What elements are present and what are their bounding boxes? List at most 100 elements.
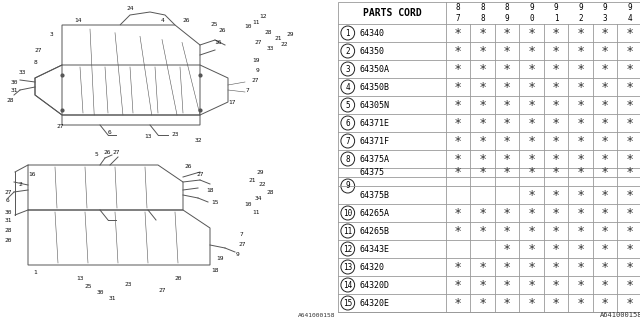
Text: *: * [602, 62, 608, 76]
Text: *: * [455, 44, 461, 58]
Text: 64350A: 64350A [360, 65, 390, 74]
Text: *: * [627, 44, 633, 58]
Text: *: * [553, 206, 559, 220]
Text: 24: 24 [126, 6, 134, 12]
Text: 8
8: 8 8 [480, 3, 485, 23]
Text: *: * [504, 153, 510, 165]
Text: 28: 28 [264, 29, 272, 35]
Text: *: * [504, 27, 510, 39]
Text: *: * [455, 62, 461, 76]
Text: *: * [577, 225, 584, 237]
Text: *: * [529, 44, 535, 58]
Text: 3: 3 [346, 65, 350, 74]
Text: 11: 11 [343, 227, 353, 236]
Text: 20: 20 [4, 237, 12, 243]
Text: 8: 8 [33, 60, 37, 65]
Text: *: * [455, 166, 461, 179]
Text: 7: 7 [246, 87, 250, 92]
Text: 6: 6 [108, 130, 112, 134]
Text: 16: 16 [214, 39, 221, 44]
Text: 6: 6 [346, 118, 350, 127]
Text: *: * [479, 206, 486, 220]
Text: 64375B: 64375B [360, 190, 390, 199]
Text: *: * [479, 44, 486, 58]
Text: 3: 3 [50, 33, 54, 37]
Text: 27: 27 [252, 77, 259, 83]
Text: 64265B: 64265B [360, 227, 390, 236]
Text: 27: 27 [196, 172, 204, 178]
Text: 14: 14 [343, 281, 353, 290]
Text: *: * [479, 116, 486, 130]
Text: 8
9: 8 9 [505, 3, 509, 23]
Text: *: * [504, 206, 510, 220]
Text: *: * [529, 260, 535, 274]
Text: PARTS CORD: PARTS CORD [362, 8, 421, 18]
Text: 27: 27 [4, 189, 12, 195]
Text: 8: 8 [346, 155, 350, 164]
Text: *: * [553, 260, 559, 274]
Text: *: * [577, 188, 584, 202]
Text: 7: 7 [240, 233, 244, 237]
Text: *: * [529, 81, 535, 93]
Text: *: * [577, 166, 584, 179]
Text: 2: 2 [346, 46, 350, 55]
Text: *: * [479, 153, 486, 165]
Text: *: * [479, 62, 486, 76]
Text: *: * [504, 297, 510, 309]
Text: *: * [627, 99, 633, 111]
Text: *: * [504, 44, 510, 58]
Text: *: * [455, 278, 461, 292]
Text: 9
1: 9 1 [554, 3, 559, 23]
Text: 27: 27 [238, 243, 246, 247]
Text: *: * [602, 260, 608, 274]
Text: *: * [627, 206, 633, 220]
Text: 26: 26 [218, 28, 226, 33]
Text: *: * [553, 27, 559, 39]
Text: *: * [455, 206, 461, 220]
Text: 16: 16 [28, 172, 36, 178]
Text: 18: 18 [206, 188, 214, 193]
Text: *: * [529, 27, 535, 39]
Text: *: * [529, 134, 535, 148]
Text: *: * [577, 62, 584, 76]
Text: 5: 5 [346, 100, 350, 109]
Text: 64371E: 64371E [360, 118, 390, 127]
Text: 33: 33 [266, 45, 274, 51]
Text: 1: 1 [33, 269, 37, 275]
Text: 9
2: 9 2 [579, 3, 583, 23]
Text: *: * [479, 297, 486, 309]
Text: 64350: 64350 [360, 46, 385, 55]
Text: *: * [602, 278, 608, 292]
Text: *: * [479, 260, 486, 274]
Text: *: * [602, 297, 608, 309]
Text: 1: 1 [346, 28, 350, 37]
Text: 26: 26 [182, 18, 189, 22]
Text: 64305N: 64305N [360, 100, 390, 109]
Text: *: * [602, 81, 608, 93]
Text: *: * [577, 81, 584, 93]
Text: 9: 9 [256, 68, 260, 73]
Text: *: * [602, 134, 608, 148]
Text: *: * [577, 44, 584, 58]
Text: *: * [602, 206, 608, 220]
Text: *: * [577, 278, 584, 292]
Text: 9
3: 9 3 [603, 3, 607, 23]
Text: *: * [577, 116, 584, 130]
Text: *: * [602, 243, 608, 255]
Text: 15: 15 [211, 199, 219, 204]
Text: *: * [529, 297, 535, 309]
Text: 64265A: 64265A [360, 209, 390, 218]
Text: *: * [479, 27, 486, 39]
Text: *: * [577, 243, 584, 255]
Text: *: * [553, 278, 559, 292]
Text: 64350B: 64350B [360, 83, 390, 92]
Text: *: * [602, 225, 608, 237]
Text: 2: 2 [18, 181, 22, 187]
Text: 9: 9 [346, 181, 350, 190]
Text: *: * [553, 44, 559, 58]
Text: *: * [553, 225, 559, 237]
Text: *: * [529, 206, 535, 220]
Text: 33: 33 [19, 69, 26, 75]
Text: 4: 4 [161, 18, 165, 22]
Text: *: * [627, 166, 633, 179]
